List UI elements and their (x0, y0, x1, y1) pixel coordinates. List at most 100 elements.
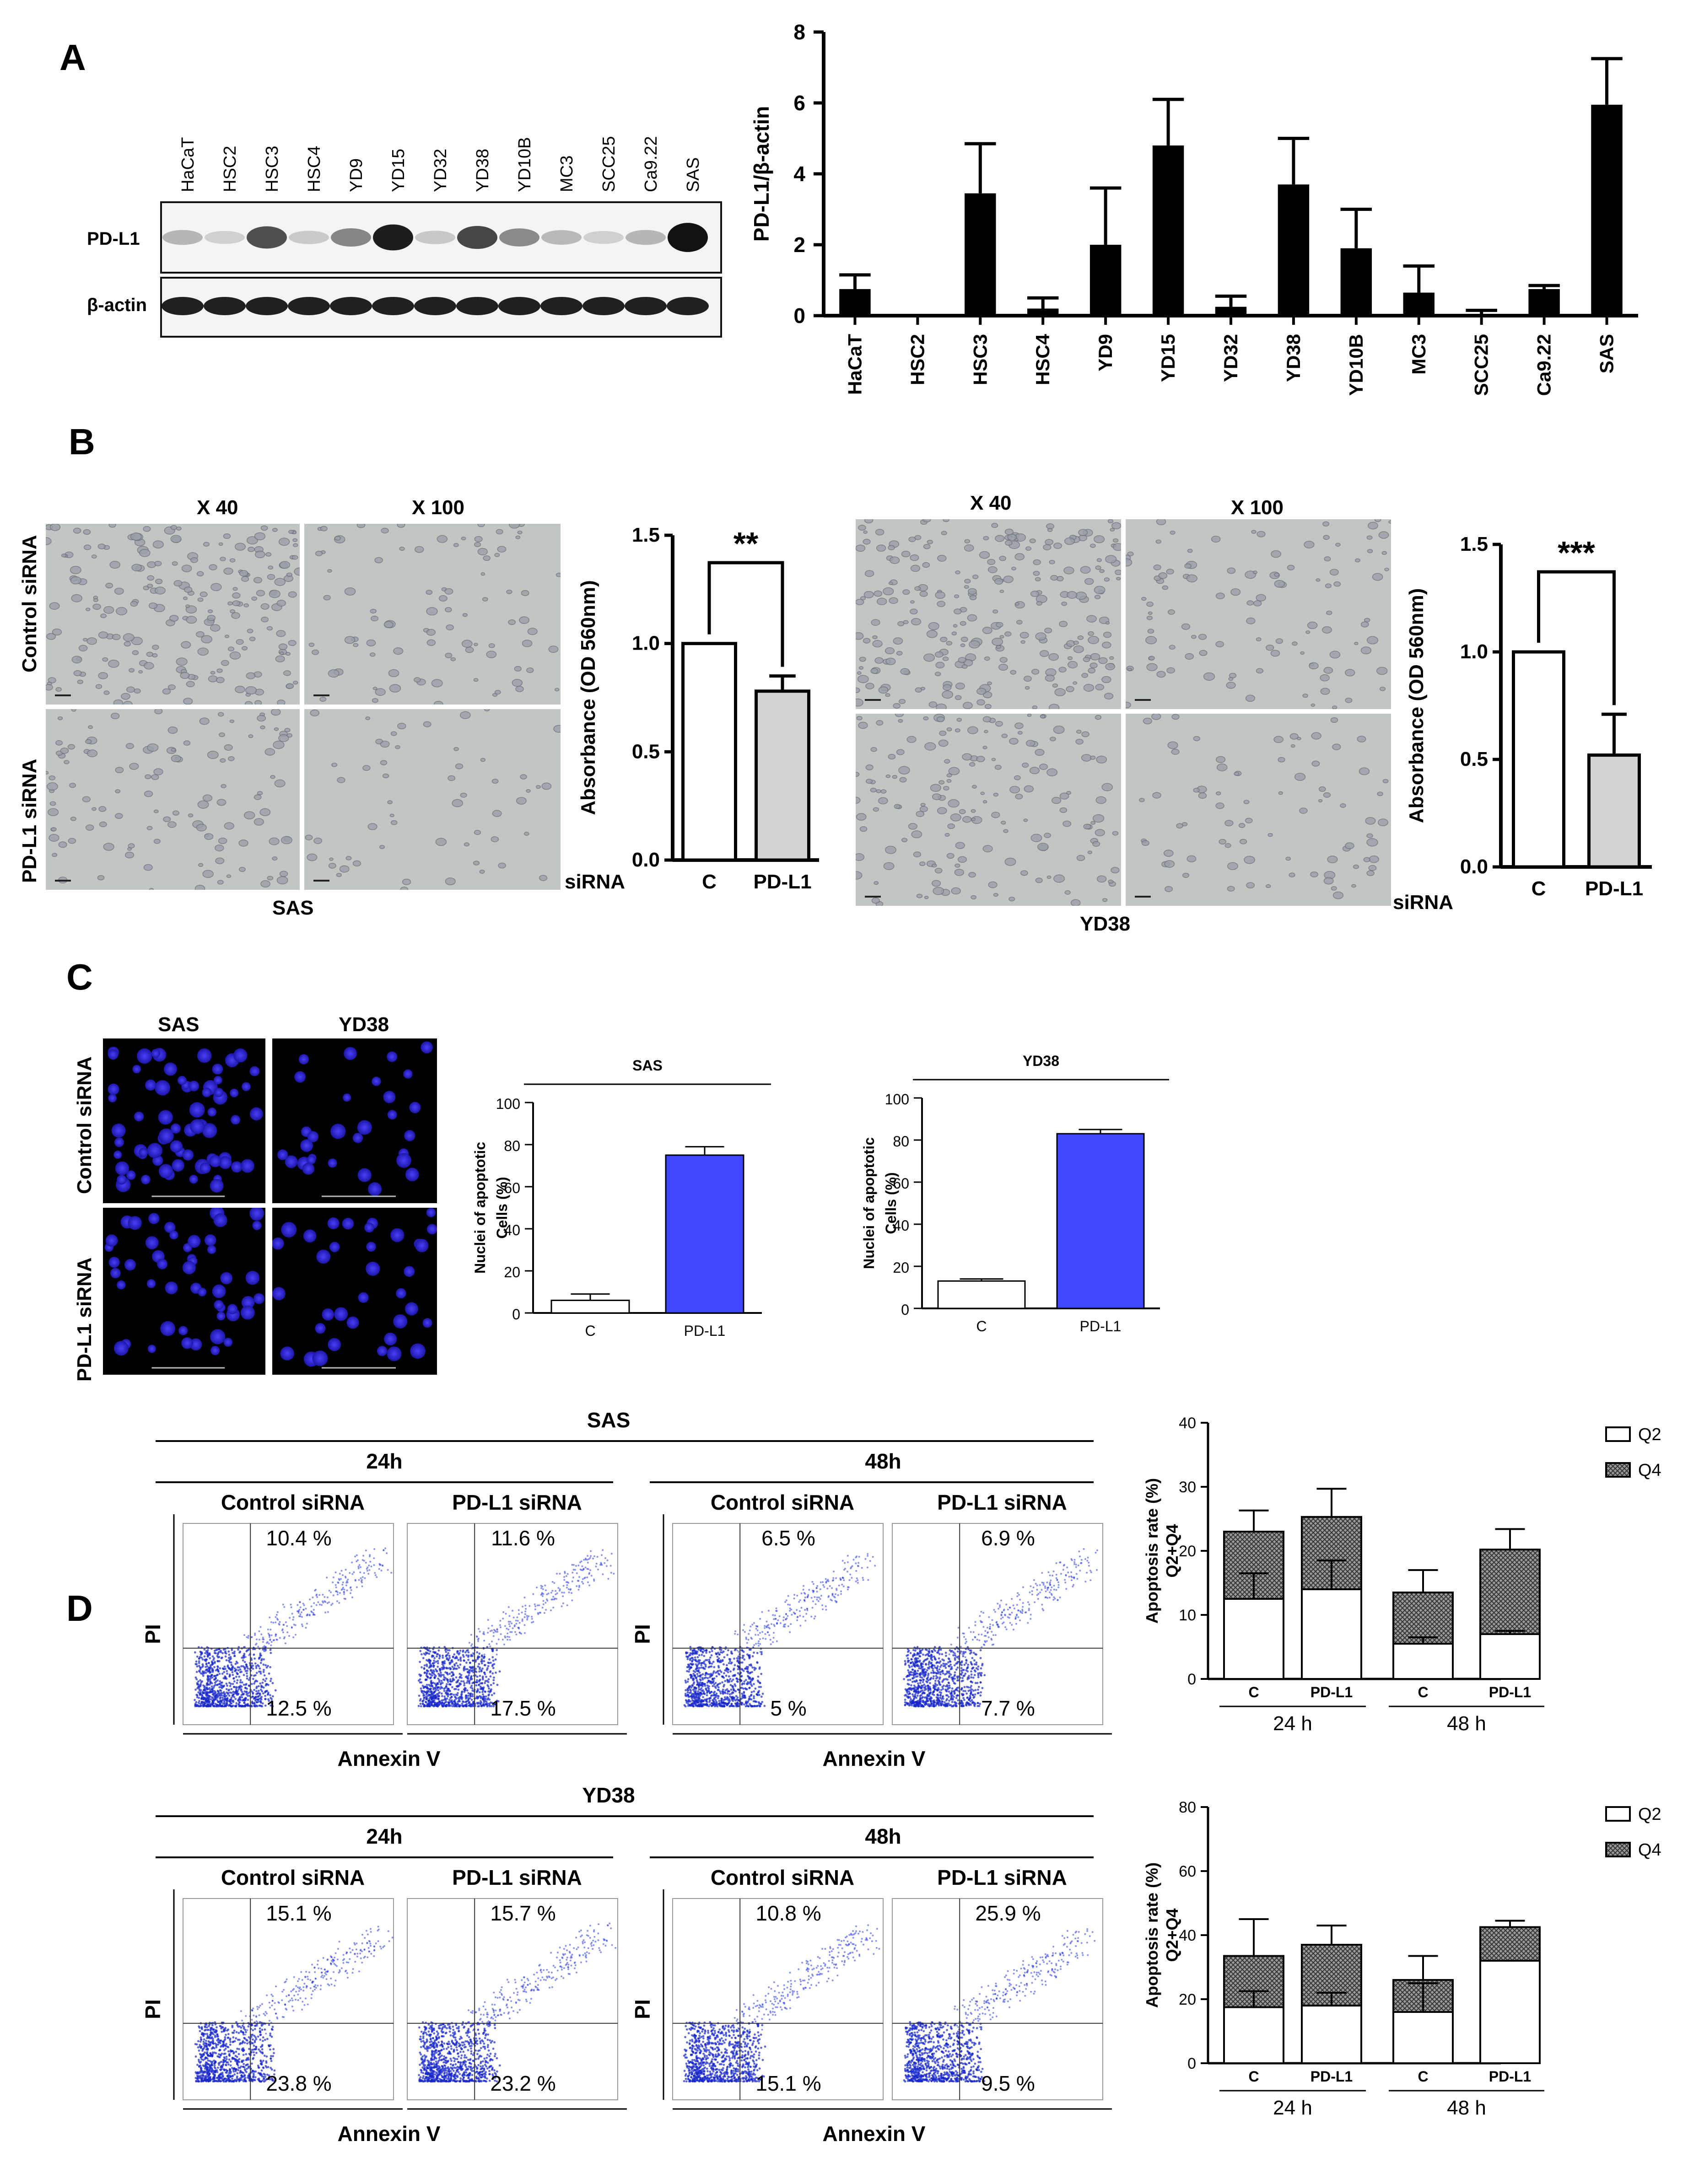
event-dot (311, 1611, 313, 1613)
event-dot (481, 1677, 484, 1679)
cell (894, 804, 901, 809)
cell (996, 645, 1001, 649)
cell (1360, 621, 1369, 628)
cell (1025, 546, 1032, 551)
cell (249, 636, 256, 641)
micrograph-sas-control-x100 (304, 524, 561, 705)
event-dot (253, 1680, 256, 1683)
event-dot (358, 1579, 360, 1581)
bar (1152, 145, 1184, 316)
cell (395, 745, 400, 749)
event-dot (430, 1664, 432, 1667)
micrograph-background (856, 519, 1121, 709)
cell (286, 683, 294, 689)
event-dot (426, 1675, 429, 1678)
event-dot (223, 1694, 226, 1696)
cell (479, 869, 485, 874)
event-dot (699, 1689, 702, 1691)
event-dot (248, 1654, 250, 1657)
cell (1182, 872, 1190, 878)
event-dot (254, 1634, 256, 1636)
event-dot (350, 1592, 352, 1594)
event-dot (496, 1643, 498, 1645)
event-dot (491, 1641, 493, 1643)
event-dot (487, 1685, 490, 1688)
event-dot (435, 1689, 437, 1691)
event-dot (587, 1581, 589, 1583)
nucleus (342, 1217, 354, 1230)
event-dot (478, 1670, 481, 1673)
event-dot (373, 1564, 375, 1566)
event-dot (268, 1672, 270, 1675)
event-dot (872, 1556, 874, 1558)
cell (856, 853, 865, 861)
event-dot (275, 1616, 277, 1618)
event-dot (200, 1697, 203, 1700)
event-dot (747, 1700, 750, 1703)
cell (1185, 653, 1194, 660)
cell (497, 546, 507, 553)
event-dot (204, 1652, 207, 1655)
event-dot (869, 1560, 871, 1562)
cell (1111, 522, 1121, 529)
event-dot (226, 1684, 228, 1687)
cell (896, 749, 905, 755)
blot-lane-label: YD15 (389, 148, 408, 192)
event-dot (690, 1676, 692, 1678)
event-dot (696, 1656, 699, 1658)
cell (1191, 635, 1197, 639)
event-dot (462, 1700, 465, 1703)
cell (375, 688, 386, 696)
event-dot (799, 1614, 801, 1617)
cell (1256, 637, 1262, 641)
cell (972, 575, 979, 579)
micrograph-yd38-control-x100 (1126, 519, 1391, 709)
event-dot (229, 1685, 232, 1687)
event-dot (450, 1696, 453, 1699)
nucleus (303, 1229, 317, 1243)
cell (1256, 594, 1266, 602)
cell (473, 861, 480, 866)
event-dot (220, 1689, 222, 1692)
cell (1224, 820, 1234, 827)
event-dot (750, 1625, 752, 1628)
event-dot (477, 1665, 480, 1668)
event-dot (595, 1565, 597, 1568)
event-dot (453, 1663, 456, 1666)
event-dot (748, 1682, 750, 1684)
event-dot (851, 1565, 853, 1567)
event-dot (686, 1651, 689, 1654)
cell (1318, 786, 1326, 792)
event-dot (254, 1632, 256, 1635)
event-dot (727, 1671, 729, 1673)
x-tick-label: HSC2 (906, 334, 928, 385)
cell (380, 760, 388, 765)
nucleus (189, 1174, 198, 1184)
cell (888, 581, 893, 585)
nucleus (113, 1340, 129, 1356)
cell (1368, 865, 1377, 871)
event-dot (430, 1691, 433, 1694)
event-dot (464, 1687, 466, 1689)
nucleus (132, 1065, 141, 1074)
cell (1274, 572, 1280, 577)
cell (155, 579, 163, 584)
event-dot (460, 1696, 463, 1699)
cell (1115, 570, 1121, 575)
event-dot (225, 1659, 228, 1662)
cell (124, 641, 131, 647)
event-dot (198, 1689, 201, 1692)
cell (999, 555, 1007, 561)
event-dot (704, 1649, 706, 1652)
cell (215, 857, 225, 864)
cell (204, 833, 214, 840)
cell (437, 535, 448, 543)
nucleus (113, 1151, 122, 1159)
event-dot (244, 1705, 247, 1708)
event-dot (709, 1656, 712, 1659)
significance-stars: *** (1558, 535, 1595, 570)
cell (1015, 794, 1023, 800)
event-dot (471, 1643, 473, 1646)
cell (477, 524, 485, 527)
event-dot (486, 1679, 488, 1682)
